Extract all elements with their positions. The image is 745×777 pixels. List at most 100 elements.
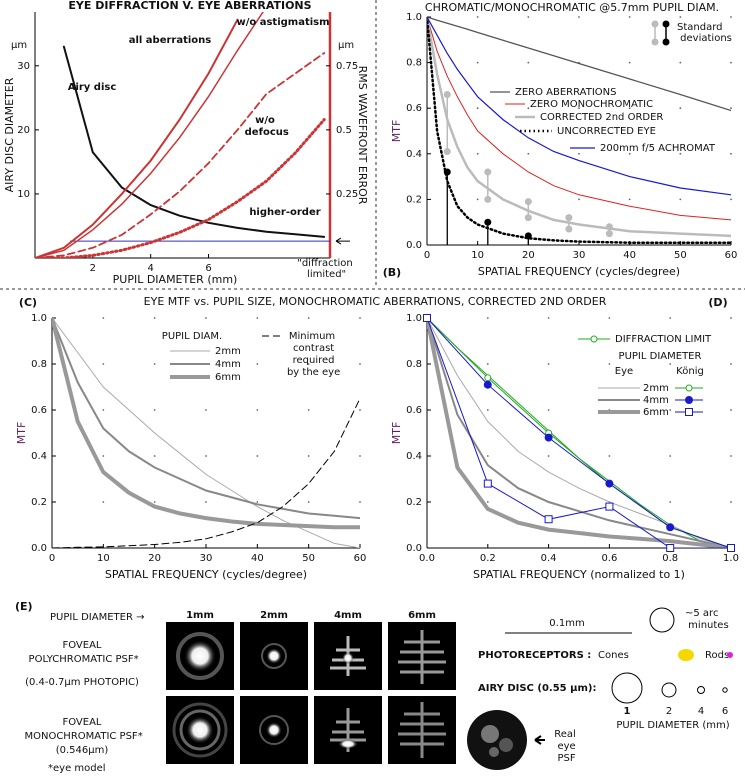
y-axis-label: MTF: [390, 422, 403, 445]
reference-label: "diffraction limited": [297, 258, 353, 280]
grid-dot: [359, 363, 361, 365]
y-tick-label: 1.0: [406, 12, 422, 23]
x-tick-label: 0.8: [662, 553, 678, 564]
legend-header: Eye: [615, 366, 633, 377]
label: AIRY DISC (0.55 µm):: [478, 683, 596, 694]
grid-dot: [679, 61, 682, 64]
series-line: [62, 45, 326, 238]
grid-dot: [359, 409, 361, 411]
grid-dot: [547, 363, 550, 365]
legend-dot: [662, 20, 670, 28]
label: Cones: [598, 650, 629, 661]
y2-unit: µm: [338, 40, 354, 51]
y-tick-label: 1.0: [31, 313, 47, 324]
y-tick-label: 0.6: [31, 405, 47, 416]
x-tick-label: 10: [471, 250, 484, 261]
arc-circle: [649, 607, 675, 633]
series-line: [52, 318, 360, 520]
error-point: [524, 198, 532, 206]
y-axis-label: AIRY DISC DIAMETER: [3, 77, 16, 192]
error-point: [565, 225, 573, 233]
y-tick-label: 0.2: [406, 497, 422, 508]
grid-dot: [578, 107, 580, 110]
x-tick-label: 60: [354, 553, 367, 564]
legend-label: ZERO MONOCHROMATIC: [530, 99, 653, 110]
legend-label: ZERO ABERRATIONS: [515, 87, 617, 98]
marker: [483, 479, 492, 488]
column-header: 2mm: [260, 610, 288, 621]
x-tick-label: 40: [623, 250, 636, 261]
y-tick-label: 0.0: [406, 543, 422, 554]
y2-tick-label: 0.25: [336, 189, 358, 200]
legend-label: 200mm f/5 ACHROMAT: [600, 143, 716, 154]
grid-dot: [547, 317, 550, 319]
marker: [685, 384, 693, 392]
chart: 0.0 0.2 0.4 0.6 0.8 1.0 0 10 20 30 40 50 60 SPATIAL F…: [15, 295, 607, 581]
error-point: [524, 214, 532, 222]
grid-dot: [205, 409, 207, 411]
series-line: [427, 318, 731, 548]
series-label: higher-order: [249, 207, 320, 218]
grid-dot: [153, 501, 156, 503]
y2-tick-label: 0.5: [336, 125, 352, 136]
grid-dot: [730, 152, 732, 155]
y2-axis-label: RMS WAVEFRONT ERROR: [356, 66, 369, 205]
x-tick-label: 30: [200, 553, 213, 564]
grid-dot: [102, 363, 105, 365]
error-point: [565, 214, 573, 222]
grid-dot: [608, 455, 611, 457]
grid-dot: [476, 198, 479, 201]
column-header: 6mm: [408, 610, 436, 621]
grid-dot: [256, 501, 259, 503]
y-tick-label: 10: [17, 189, 30, 200]
grid-dot: [102, 455, 105, 457]
row-label: FOVEAL POLYCHROMATIC PSF*: [25, 640, 138, 665]
series-line: [427, 17, 731, 196]
grid-dot: [476, 107, 479, 110]
x-axis-label: SPATIAL FREQUENCY (cycles/degree): [478, 265, 680, 278]
legend-dot: [651, 20, 659, 28]
panel-label: (C): [19, 296, 37, 309]
marker: [483, 380, 492, 389]
legend-label: Standard deviations: [677, 22, 732, 44]
marker: [685, 408, 693, 416]
grid-dot: [153, 317, 156, 319]
x-axis-label: SPATIAL FREQUENCY (cycles/degree): [105, 568, 307, 581]
x-tick-label: 6: [205, 263, 211, 274]
y-unit: µm: [11, 40, 27, 51]
error-point: [524, 232, 532, 240]
y-tick-label: 0.8: [406, 58, 422, 69]
airy-circle: [697, 686, 705, 694]
chart-title: EYE DIFFRACTION V. EYE ABERRATIONS: [68, 0, 311, 12]
x-tick-label: 0.6: [601, 553, 617, 564]
series-line: [35, 52, 326, 258]
series-line: [427, 17, 731, 112]
error-point: [443, 91, 451, 99]
y-tick-label: 0.2: [31, 497, 47, 508]
x-tick-label: 0: [424, 250, 430, 261]
legend-title: PUPIL DIAMETER: [619, 351, 702, 362]
grid-dot: [628, 107, 631, 110]
grid-dot: [205, 455, 207, 457]
series-label: Airy disc: [68, 82, 117, 93]
row-header: PUPIL DIAMETER →: [50, 612, 144, 623]
grid-dot: [578, 16, 580, 18]
panel-label: (E): [15, 600, 33, 613]
grid-dot: [730, 61, 732, 64]
row-label: (0.546µm): [56, 745, 109, 756]
grid-dot: [153, 409, 156, 411]
grid-dot: [730, 455, 732, 457]
grid-dot: [153, 363, 156, 365]
grid-dot: [256, 363, 259, 365]
x-axis-label: PUPIL DIAMETER (mm): [113, 273, 238, 286]
x-tick-label: 20: [148, 553, 161, 564]
row-label: (0.4-0.7µm PHOTOPIC): [25, 677, 139, 688]
grid-dot: [679, 152, 682, 155]
grid-dot: [307, 501, 310, 503]
legend-label: 2mm: [643, 383, 669, 394]
series-line: [427, 318, 731, 548]
grid-dot: [359, 501, 361, 503]
airy-circle: [661, 682, 677, 698]
marker: [544, 433, 553, 442]
